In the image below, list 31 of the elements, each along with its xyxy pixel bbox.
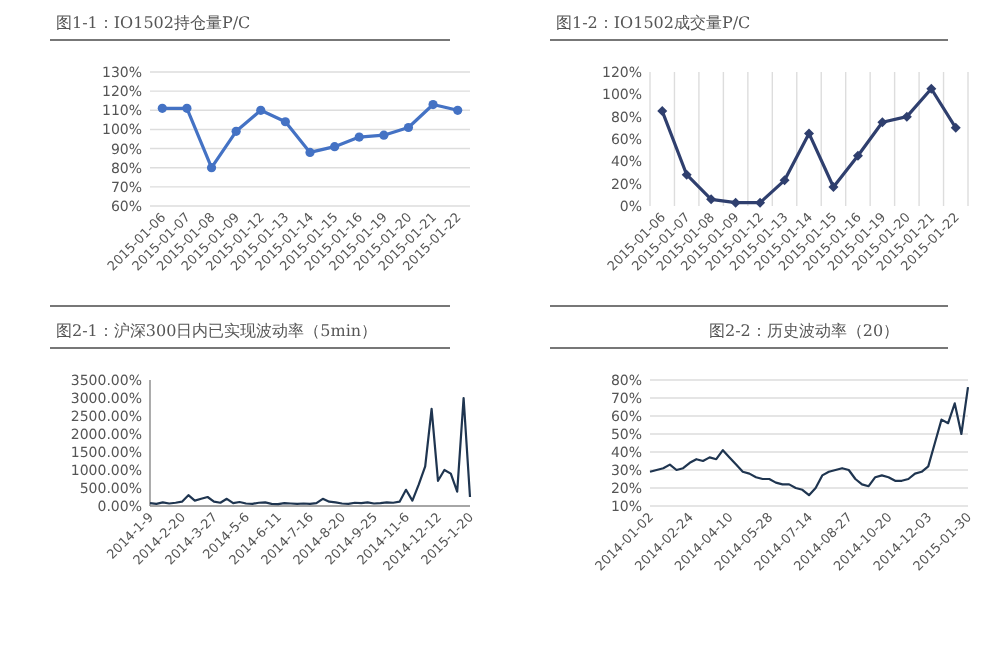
point (256, 105, 266, 115)
point (681, 169, 692, 180)
point (706, 194, 717, 205)
point (354, 132, 364, 142)
point (280, 117, 290, 127)
point (926, 83, 937, 94)
chart-title: 图2-2：历史波动率（20） (709, 322, 900, 340)
point (453, 105, 463, 115)
point (901, 111, 912, 122)
point (730, 197, 741, 208)
chart-title: 图1-2：IO1502成交量P/C (556, 14, 751, 32)
point (755, 197, 766, 208)
point (428, 99, 438, 110)
chart-title: 图2-1：沪深300日内已实现波动率（5min） (56, 322, 378, 340)
point (330, 142, 340, 152)
point (950, 122, 961, 133)
point (828, 182, 839, 193)
point (877, 117, 888, 128)
point (379, 130, 389, 140)
point (157, 103, 167, 113)
point (231, 126, 241, 136)
chart-title: 图1-1：IO1502持仓量P/C (56, 14, 251, 32)
point (206, 163, 217, 173)
point (305, 147, 315, 157)
point (182, 103, 192, 113)
point (403, 122, 414, 133)
point (779, 175, 790, 186)
point (804, 128, 814, 139)
point (657, 106, 668, 117)
point (852, 150, 863, 161)
line-series (648, 386, 970, 497)
